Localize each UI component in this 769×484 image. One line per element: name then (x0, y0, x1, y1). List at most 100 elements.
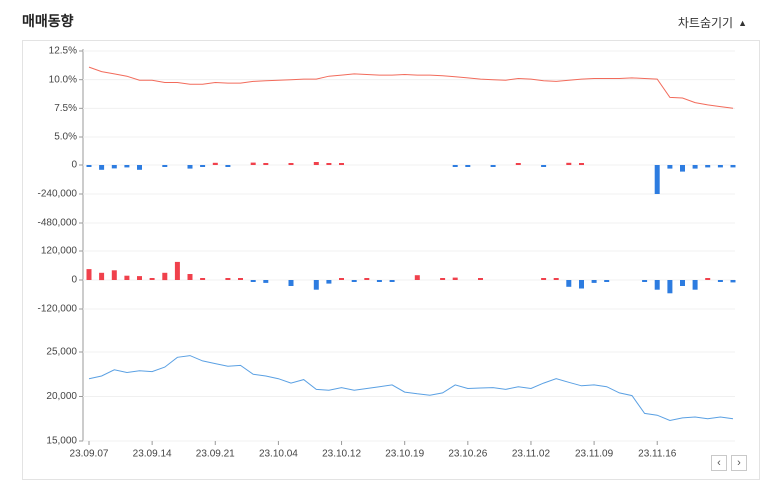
flow2-bar (452, 277, 458, 280)
flow1-bar (124, 165, 130, 168)
flow1-bar (717, 165, 723, 168)
flow2-bar (389, 280, 395, 282)
y-tick-label: 25,000 (46, 347, 77, 358)
x-tick-label: 23.11.16 (638, 449, 677, 460)
flow2-bar (692, 280, 698, 290)
flow2-bar (326, 280, 332, 284)
flow1-bar (99, 165, 105, 170)
x-tick-label: 23.11.02 (512, 449, 551, 460)
flow2-bar (717, 280, 723, 282)
y-tick-label: 0 (71, 275, 77, 286)
flow1-bar (452, 165, 458, 167)
flow1-bar (692, 165, 698, 169)
flow2-bar (364, 278, 370, 280)
flow2-bar (566, 280, 572, 287)
chevron-left-icon: ‹ (717, 457, 721, 469)
flow2-bar (162, 272, 168, 281)
flow2-bar (86, 269, 92, 280)
flow2-bar (654, 280, 660, 290)
flow2-bar (124, 275, 130, 280)
flow2-bar (149, 278, 155, 280)
flow2-bar (99, 272, 105, 281)
flow2-bar (440, 278, 446, 280)
x-tick-label: 23.10.19 (385, 449, 424, 460)
y-tick-label: 20,000 (46, 391, 77, 402)
x-tick-label: 23.10.12 (322, 449, 361, 460)
flow1-bar (162, 165, 168, 167)
flow1-bar (250, 162, 256, 165)
next-page-button[interactable]: › (731, 455, 747, 471)
flow2-bar (478, 278, 483, 280)
y-tick-label: 7.5% (54, 103, 77, 114)
flow2-bar (414, 275, 420, 280)
flow1-bar (187, 165, 193, 169)
flow2-bar (313, 280, 319, 290)
flow2-bar (174, 261, 180, 280)
flow2-bar (339, 278, 344, 280)
y-tick-label: 5.0% (54, 132, 77, 143)
chevron-right-icon: › (737, 457, 741, 469)
flow2-bar (111, 270, 117, 280)
y-tick-label: 0 (71, 160, 77, 171)
flow2-bar (667, 280, 673, 294)
flow2-bar (730, 280, 736, 283)
y-tick-label: 12.5% (49, 46, 77, 57)
flow1-bar (111, 165, 117, 169)
x-tick-label: 23.09.14 (133, 449, 172, 460)
flow2-bar (680, 280, 685, 286)
flow2-bar (541, 278, 547, 280)
flow1-bar (705, 165, 711, 168)
y-tick-label: -240,000 (38, 189, 78, 200)
hide-chart-button[interactable]: 차트숨기기 ▲ (678, 14, 747, 31)
hide-chart-label: 차트숨기기 (677, 16, 734, 30)
y-tick-label: 15,000 (46, 436, 77, 447)
flow2-bar (137, 276, 142, 280)
rate-line (88, 66, 734, 109)
flow1-bar (730, 165, 736, 168)
y-tick-label: 120,000 (41, 246, 78, 257)
x-tick-label: 23.10.26 (448, 449, 487, 460)
flow1-bar (212, 162, 218, 165)
flow2-bar (263, 280, 269, 283)
flow1-bar (667, 165, 673, 169)
flow2-bar (288, 280, 294, 286)
flow1-bar (137, 165, 142, 170)
flow1-bar (86, 165, 92, 167)
prev-page-button[interactable]: ‹ (711, 455, 727, 471)
flow2-bar (200, 278, 206, 280)
flow1-bar (541, 165, 547, 167)
flow2-bar (705, 278, 711, 280)
x-tick-label: 23.11.09 (575, 449, 614, 460)
flow2-bar (553, 278, 559, 280)
x-tick-label: 23.09.21 (196, 449, 235, 460)
flow1-bar (579, 163, 584, 165)
y-tick-label: 10.0% (49, 74, 77, 85)
chart-panel: 12.5% 10.0% 7.5% 5.0% 0 -240,000 -480,000 120,0… (22, 40, 760, 480)
trading-trend-chart: 12.5% 10.0% 7.5% 5.0% 0 -240,000 -480,000 120,0… (38, 46, 736, 460)
flow2-bar (225, 278, 231, 280)
triangle-up-icon: ▲ (738, 17, 747, 28)
flow1-bar (680, 165, 685, 172)
flow1-bar (326, 163, 332, 165)
x-tick-label: 23.10.04 (259, 449, 298, 460)
page-title: 매매동향 (22, 13, 74, 29)
flow2-bar (591, 280, 597, 283)
flow2-bar (604, 280, 610, 282)
flow1-bar (490, 165, 496, 167)
flow1-bar (225, 165, 231, 167)
flow2-bar (238, 278, 243, 280)
flow2-bar (351, 280, 357, 282)
flow2-bar (376, 280, 382, 282)
y-tick-label: -480,000 (38, 218, 78, 229)
flow1-bar (654, 165, 660, 194)
flow1-bar (515, 163, 521, 165)
flow1-bar (200, 165, 206, 167)
flow1-bar (339, 163, 344, 165)
flow2-bar (642, 280, 648, 282)
flow1-bar (566, 162, 572, 165)
x-tick-label: 23.09.07 (70, 449, 109, 460)
flow1-bar (313, 162, 319, 165)
flow1-bar (465, 165, 471, 167)
flow2-bar (187, 274, 193, 280)
flow1-bar (288, 163, 294, 165)
